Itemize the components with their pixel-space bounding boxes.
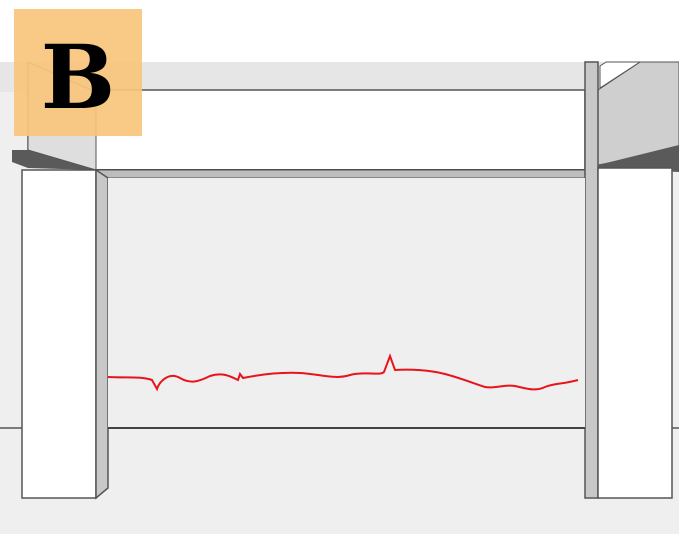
panel-label-box — [14, 9, 142, 136]
left-column-front — [21, 169, 97, 499]
panel-label: B — [14, 9, 142, 136]
left-roof-wedge — [12, 150, 96, 170]
infill-wall — [108, 178, 585, 428]
right-column-cap — [598, 145, 679, 172]
right-column-front — [597, 167, 673, 499]
left-column-side — [95, 168, 109, 500]
top-beam-underside — [94, 169, 586, 179]
right-column-post — [584, 61, 599, 499]
crack-line — [107, 353, 579, 392]
panel-label-text: B — [41, 25, 115, 129]
right-roof-wedge-light — [599, 61, 642, 89]
